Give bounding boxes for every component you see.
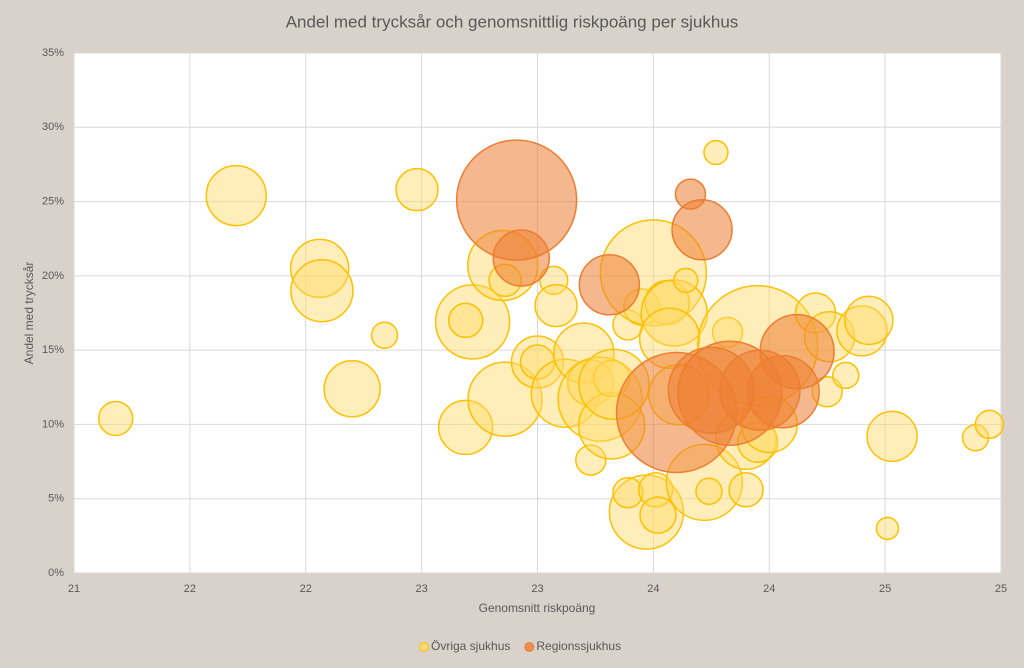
x-tick-label: 22 xyxy=(300,583,312,595)
legend-label: Övriga sjukhus xyxy=(431,639,510,653)
bubble xyxy=(510,335,565,389)
x-tick-label: 25 xyxy=(995,583,1007,595)
bubble xyxy=(673,267,699,294)
y-tick-label: 15% xyxy=(42,344,64,356)
bubble xyxy=(575,444,607,476)
legend-marker xyxy=(524,642,535,652)
bubble xyxy=(844,295,894,346)
bubble xyxy=(395,167,439,212)
x-axis-title: Genomsnitt riskpoäng xyxy=(479,601,596,615)
bubble xyxy=(289,238,350,299)
bubble xyxy=(205,164,267,227)
y-tick-label: 10% xyxy=(42,418,64,430)
legend-marker xyxy=(419,642,429,652)
bubble xyxy=(578,254,641,316)
bubble xyxy=(437,399,494,456)
x-tick-label: 25 xyxy=(879,583,891,595)
x-tick-label: 23 xyxy=(416,583,428,595)
bubble xyxy=(370,321,399,350)
x-tick-label: 22 xyxy=(184,583,196,595)
x-tick-label: 24 xyxy=(647,583,659,595)
y-axis-title: Andel med trycksår xyxy=(22,262,36,365)
bubble xyxy=(639,496,677,534)
legend: Övriga sjukhus Regionssjukhus xyxy=(419,639,621,653)
legend-label: Regionssjukhus xyxy=(536,639,621,653)
y-tick-label: 5% xyxy=(48,493,64,505)
y-tick-label: 0% xyxy=(48,567,64,579)
y-tick-label: 30% xyxy=(42,121,64,133)
y-tick-label: 20% xyxy=(42,270,64,282)
bubble xyxy=(492,229,551,287)
bubble xyxy=(759,313,835,390)
bubble xyxy=(695,477,723,506)
bubble xyxy=(703,139,729,166)
bubble xyxy=(323,360,381,418)
bubble xyxy=(671,199,733,261)
bubble xyxy=(467,361,543,437)
y-tick-label: 25% xyxy=(42,195,64,207)
bubble xyxy=(612,477,644,509)
grid: 0% 5% 10% 15% 20% 25% 30% 35% 21 22 22 23 23 24 24 25 25 xyxy=(42,47,1007,595)
bubble xyxy=(866,410,918,463)
chart-title: Andel med trycksår och genomsnittlig ris… xyxy=(286,12,739,31)
bubble xyxy=(290,258,354,323)
x-tick-label: 24 xyxy=(763,583,775,595)
bubble xyxy=(97,400,134,437)
bubble xyxy=(831,361,860,390)
bubble xyxy=(728,472,764,508)
x-tick-label: 23 xyxy=(531,583,543,595)
bubble xyxy=(534,283,578,328)
y-tick-label: 35% xyxy=(42,47,64,59)
bubble xyxy=(875,516,900,541)
x-tick-label: 21 xyxy=(68,583,80,595)
bubble xyxy=(553,322,615,384)
bubble xyxy=(447,302,484,339)
bubbles xyxy=(97,139,1005,550)
bubble xyxy=(434,284,511,360)
bubble xyxy=(974,409,1005,440)
